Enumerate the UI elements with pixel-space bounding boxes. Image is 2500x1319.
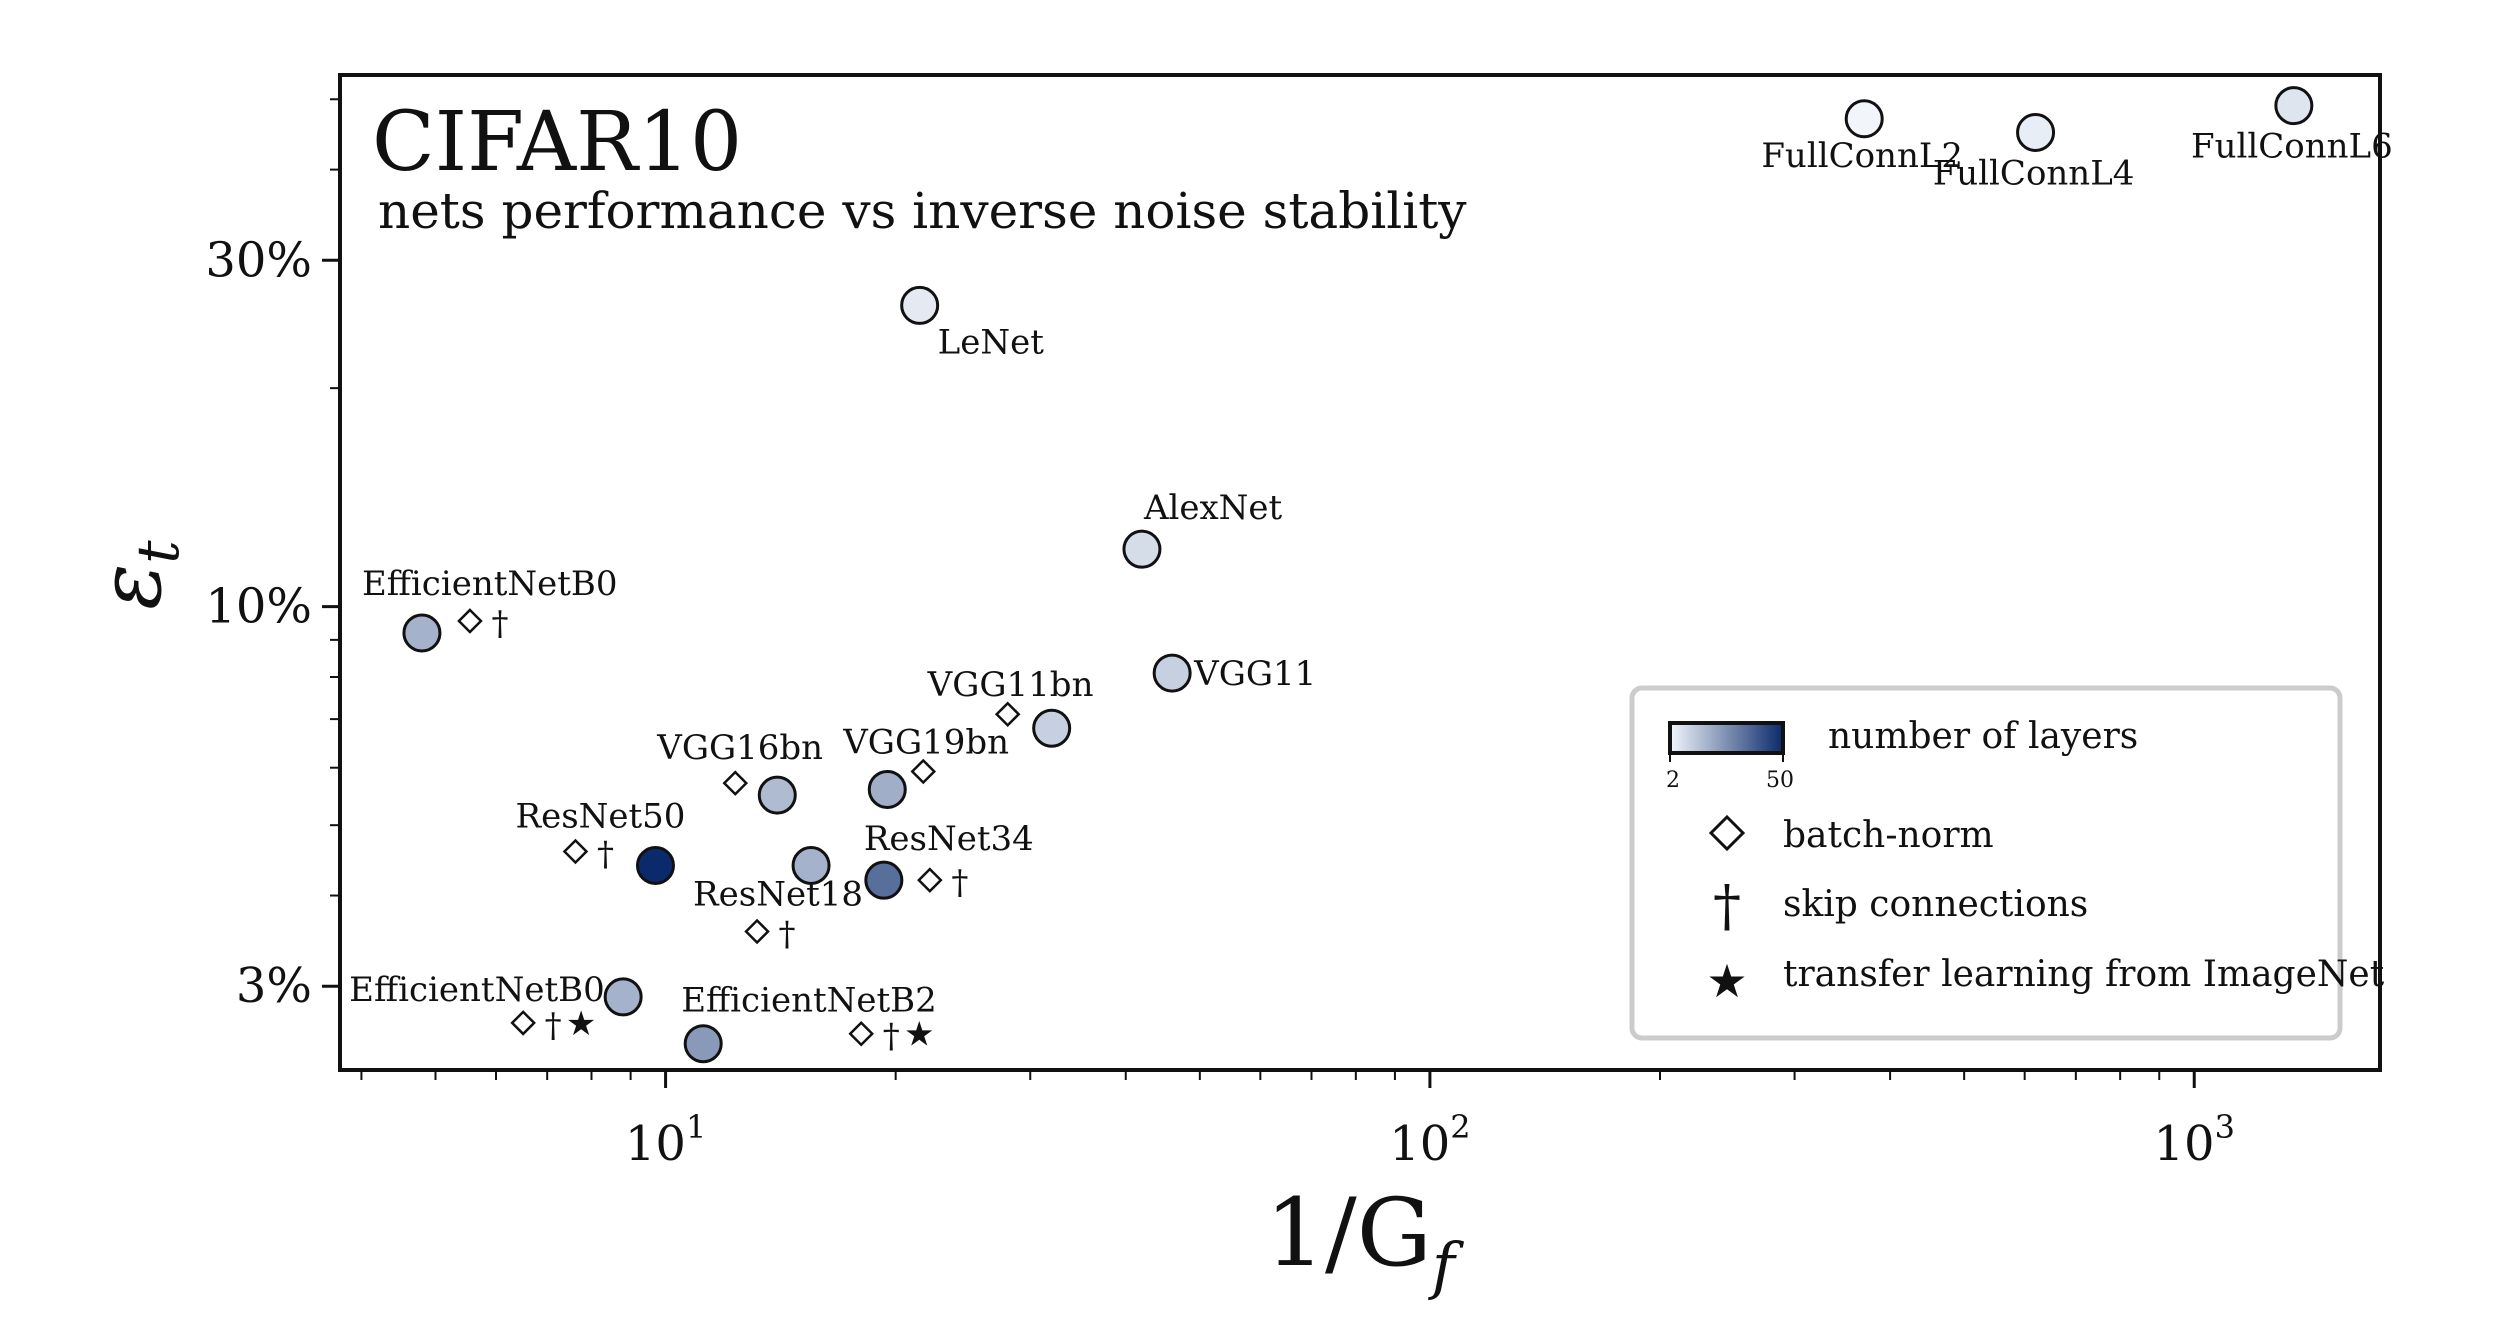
skip-marker: † bbox=[597, 834, 614, 874]
legend-star-icon: ★ bbox=[1706, 954, 1747, 1008]
colorbar-min-label: 2 bbox=[1666, 768, 1680, 793]
point-label: VGG16bn bbox=[656, 728, 823, 768]
point-label: LeNet bbox=[938, 322, 1045, 362]
batchnorm-marker bbox=[722, 770, 749, 796]
transfer-marker: ★ bbox=[566, 1004, 596, 1044]
transfer-marker: ★ bbox=[904, 1015, 934, 1055]
y-axis: 3% 10% 30% bbox=[205, 98, 340, 1014]
legend-box bbox=[1629, 685, 2343, 1041]
legend-dagger-icon: † bbox=[1713, 874, 1741, 939]
scatter-point bbox=[757, 775, 797, 815]
skip-marker: † bbox=[491, 604, 508, 644]
scatter-point bbox=[683, 1024, 723, 1064]
chart-subtitle: nets performance vs inverse noise stabil… bbox=[378, 182, 1467, 240]
point-label: ResNet50 bbox=[515, 796, 685, 836]
point-label: VGG11bn bbox=[927, 665, 1094, 705]
skip-marker: † bbox=[779, 914, 796, 954]
x-tick-label: 102 bbox=[1389, 1108, 1470, 1172]
plot-frame bbox=[338, 73, 2382, 1072]
point-label: EfficientNetB0 bbox=[362, 564, 618, 604]
scatter-point bbox=[791, 845, 831, 885]
scatter-point bbox=[1032, 708, 1072, 748]
scatter-point bbox=[2016, 112, 2056, 152]
point-label: FullConnL2 bbox=[1761, 136, 1963, 176]
legend-batchnorm-label: batch-norm bbox=[1783, 815, 1994, 856]
scatter-point bbox=[2274, 86, 2314, 126]
scatter-point bbox=[635, 845, 675, 885]
skip-marker: † bbox=[951, 863, 968, 903]
y-axis-label: εt bbox=[81, 540, 192, 610]
point-label: EfficientNetB2 bbox=[681, 981, 937, 1021]
colorbar bbox=[1668, 721, 1785, 755]
point-label: EfficientNetB0 bbox=[349, 970, 605, 1010]
scatter-point bbox=[1122, 529, 1162, 569]
x-axis: 101 102 103 bbox=[360, 1070, 2235, 1172]
data-points bbox=[402, 86, 2314, 1064]
legend-skip-label: skip connections bbox=[1783, 884, 2088, 925]
batchnorm-marker bbox=[510, 1010, 536, 1036]
skip-marker: † bbox=[883, 1017, 900, 1057]
batchnorm-marker bbox=[917, 867, 943, 893]
point-label: FullConnL6 bbox=[2191, 127, 2393, 167]
legend: 2 50 number of layers batch-norm † skip … bbox=[1629, 685, 2385, 1041]
batchnorm-marker bbox=[457, 608, 483, 634]
batchnorm-marker bbox=[910, 758, 937, 785]
scatter-point bbox=[402, 613, 442, 653]
colorbar-max-label: 50 bbox=[1766, 768, 1794, 793]
point-label: ResNet34 bbox=[864, 819, 1034, 859]
x-tick-label: 101 bbox=[625, 1108, 706, 1172]
chart-title: CIFAR10 bbox=[372, 95, 742, 190]
y-tick-label: 30% bbox=[205, 232, 312, 288]
batchnorm-marker bbox=[744, 918, 770, 945]
batchnorm-marker bbox=[994, 701, 1021, 728]
y-tick-label: 3% bbox=[236, 958, 312, 1014]
x-tick-label: 103 bbox=[2154, 1108, 2235, 1172]
point-label: ResNet18 bbox=[693, 874, 863, 914]
scatter-point bbox=[1152, 653, 1192, 693]
scatter-point bbox=[867, 769, 907, 809]
point-label: VGG19bn bbox=[842, 722, 1009, 762]
batchnorm-marker bbox=[848, 1020, 874, 1047]
scatter-point bbox=[900, 285, 940, 325]
legend-diamond-icon bbox=[1708, 814, 1746, 852]
batchnorm-marker bbox=[562, 838, 589, 865]
point-label: VGG11 bbox=[1193, 654, 1316, 694]
point-label: FullConnL4 bbox=[1933, 153, 2135, 193]
x-axis-label: 1/Gf bbox=[1265, 1179, 1465, 1302]
point-label: AlexNet bbox=[1143, 488, 1283, 528]
scatter-point bbox=[603, 977, 643, 1017]
scatter-point bbox=[864, 860, 904, 900]
legend-transfer-label: transfer learning from ImageNet bbox=[1783, 954, 2385, 995]
legend-colorbar-label: number of layers bbox=[1828, 716, 2138, 757]
scatter-point bbox=[1844, 99, 1884, 139]
y-tick-label: 10% bbox=[205, 579, 312, 635]
skip-marker: † bbox=[545, 1006, 562, 1046]
